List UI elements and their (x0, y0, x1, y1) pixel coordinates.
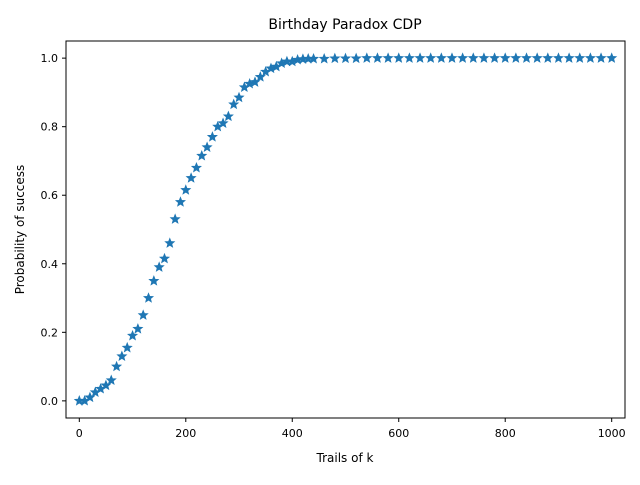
x-tick-label: 600 (388, 427, 409, 440)
data-point (158, 252, 171, 264)
data-point (329, 52, 341, 64)
data-point (552, 52, 564, 63)
data-point (393, 52, 405, 63)
data-point (105, 374, 117, 386)
data-point (361, 52, 373, 63)
plot-frame (65, 40, 626, 419)
data-point (574, 52, 586, 63)
data-point (190, 162, 202, 173)
data-point (457, 52, 469, 63)
data-point (308, 53, 320, 64)
data-point (111, 360, 123, 372)
x-tick-label: 400 (282, 427, 303, 440)
data-point (164, 237, 176, 248)
x-tick-label: 1000 (598, 427, 626, 440)
y-tick-label: 0.2 (41, 326, 59, 339)
data-points (73, 52, 618, 406)
x-tick-label: 0 (76, 427, 83, 440)
data-point (180, 184, 192, 195)
data-point (339, 52, 352, 64)
y-tick-label: 0.0 (41, 395, 59, 408)
data-point (467, 52, 479, 63)
chart-title: Birthday Paradox CDP (268, 17, 421, 33)
x-tick-label: 800 (495, 427, 516, 440)
y-tick-label: 0.6 (41, 189, 59, 202)
data-point (121, 341, 133, 353)
data-point (206, 131, 218, 142)
data-point (563, 52, 575, 63)
data-point (520, 52, 533, 63)
x-axis-ticks: 0 200 400 600 800 1000 (76, 418, 626, 440)
data-point (127, 329, 139, 341)
data-point (318, 53, 330, 64)
data-point (116, 350, 128, 362)
data-point (201, 141, 213, 152)
data-point (174, 196, 186, 207)
data-point (196, 150, 208, 161)
y-axis-ticks: 0.0 0.2 0.4 0.6 0.8 1.0 (41, 52, 66, 408)
data-point (382, 52, 394, 63)
y-tick-label: 1.0 (41, 52, 59, 65)
data-point (371, 52, 383, 63)
data-point (414, 52, 426, 63)
data-point (148, 275, 160, 286)
data-point (403, 52, 415, 63)
data-point (153, 261, 165, 272)
y-tick-label: 0.8 (41, 121, 59, 134)
data-point (132, 323, 144, 334)
data-point (584, 52, 596, 63)
data-point (489, 52, 501, 63)
data-point (169, 213, 181, 224)
data-point (510, 52, 522, 63)
x-tick-label: 200 (175, 427, 196, 440)
data-point (228, 98, 240, 110)
data-point (542, 52, 554, 63)
x-axis-label: Trails of k (316, 451, 374, 465)
data-point (233, 91, 245, 103)
data-point (185, 172, 197, 183)
data-point (499, 52, 511, 63)
data-point (350, 52, 362, 64)
data-point (478, 52, 490, 63)
data-point (531, 52, 543, 63)
data-point (446, 52, 458, 63)
y-tick-label: 0.4 (41, 258, 59, 271)
data-point (142, 292, 155, 303)
y-axis-label: Probability of success (13, 165, 27, 295)
data-point (222, 110, 234, 122)
data-point (595, 52, 607, 63)
data-point (606, 52, 618, 63)
data-point (137, 309, 149, 320)
data-point (435, 52, 447, 63)
data-point (425, 52, 437, 63)
data-point (217, 117, 229, 128)
